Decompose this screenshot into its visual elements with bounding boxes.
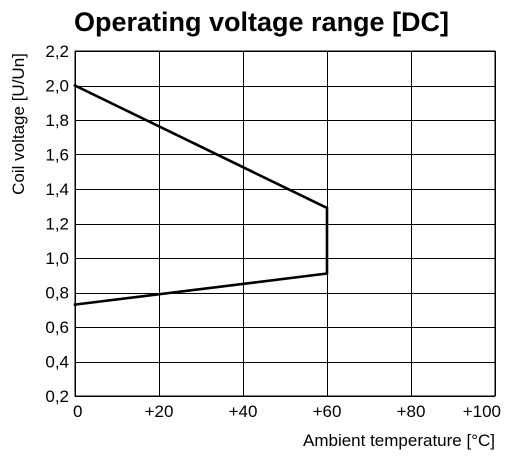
y-tick-label: 0,6 bbox=[45, 318, 69, 337]
y-tick-label: 0,8 bbox=[45, 284, 69, 303]
x-tick-labels: 0 +20 +40 +60 +80 +100 bbox=[73, 402, 501, 421]
chart-title: Operating voltage range [DC] bbox=[74, 7, 449, 37]
series-layer bbox=[73, 83, 329, 307]
x-tick-label: +20 bbox=[145, 402, 174, 421]
plot-frame bbox=[74, 50, 496, 397]
y-tick-labels: 0,2 0,4 0,6 0,8 1,0 1,2 1,4 1,6 1,8 2,0 2,2 bbox=[45, 42, 69, 406]
y-tick-label: 1,4 bbox=[45, 180, 69, 199]
y-tick-label: 2,2 bbox=[45, 42, 69, 61]
grid-layer bbox=[75, 51, 496, 397]
y-tick-label: 1,2 bbox=[45, 215, 69, 234]
x-tick-label: +80 bbox=[397, 402, 426, 421]
y-tick-label: 0,2 bbox=[45, 387, 69, 406]
x-tick-label: +100 bbox=[463, 402, 501, 421]
y-tick-label: 1,6 bbox=[45, 146, 69, 165]
series-line bbox=[73, 83, 329, 307]
x-tick-label: +40 bbox=[229, 402, 258, 421]
x-axis-label: Ambient temperature [°C] bbox=[303, 431, 495, 450]
y-tick-label: 1,0 bbox=[45, 249, 69, 268]
y-tick-label: 2,0 bbox=[45, 77, 69, 96]
x-tick-label: +60 bbox=[313, 402, 342, 421]
x-tick-label: 0 bbox=[73, 402, 82, 421]
y-axis-label: Coil voltage [U/Un] bbox=[9, 53, 28, 195]
y-tick-label: 0,4 bbox=[45, 353, 69, 372]
y-tick-label: 1,8 bbox=[45, 111, 69, 130]
